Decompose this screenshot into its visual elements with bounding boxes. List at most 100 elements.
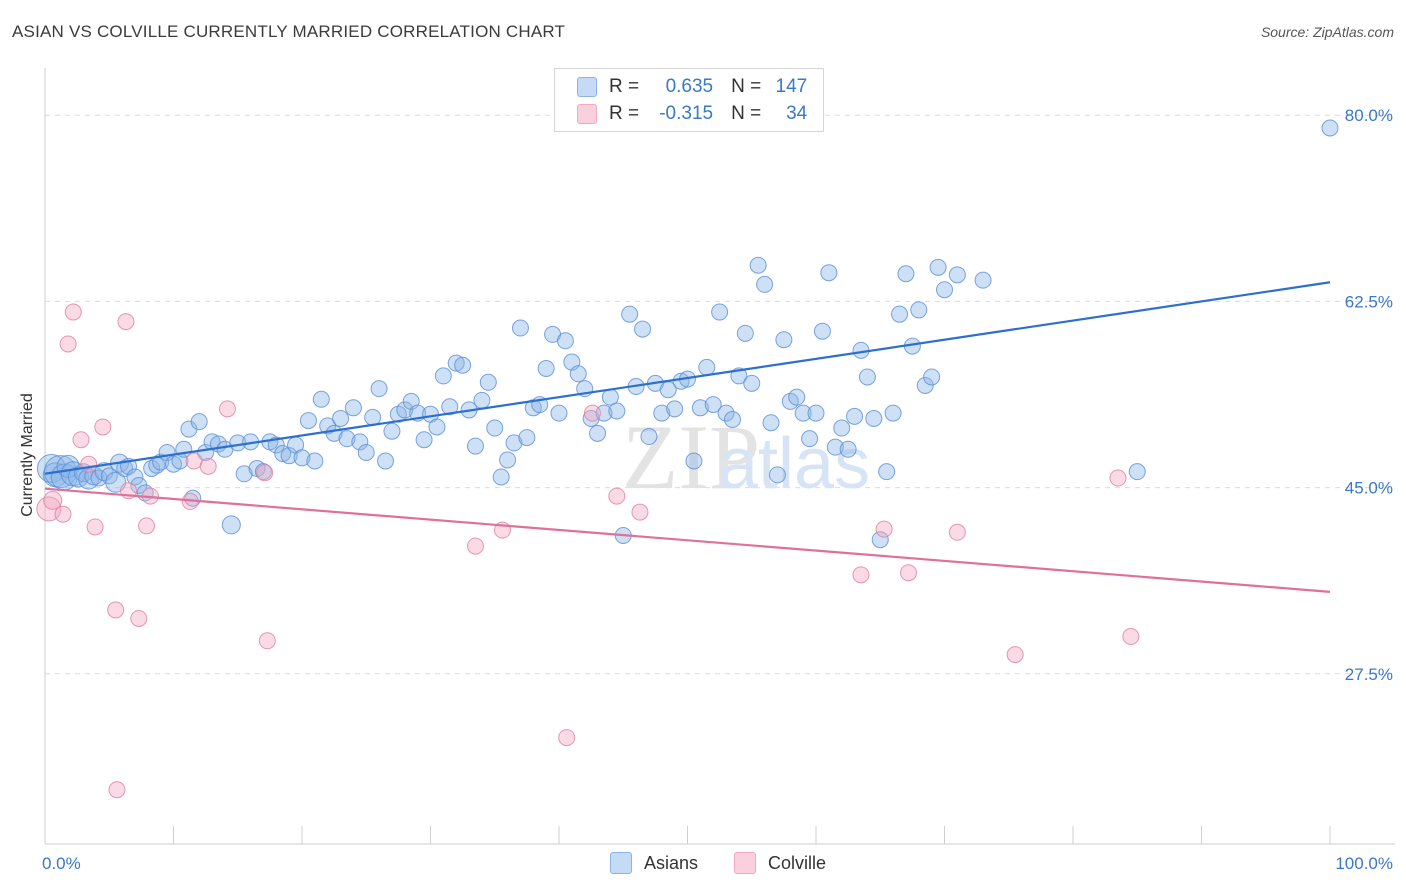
asians-point: [929, 258, 947, 276]
r-label: R =: [609, 76, 640, 97]
tick-labels: 27.5% 45.0% 62.5% 80.0% 0.0% 100.0%: [42, 106, 1393, 873]
asians-point: [306, 452, 324, 470]
asians-point: [897, 265, 915, 283]
asians-point: [910, 301, 928, 319]
asians-point: [383, 422, 401, 440]
asians-point: [775, 331, 793, 349]
legend-item-colville[interactable]: Colville: [734, 852, 826, 874]
asians-point: [704, 396, 722, 414]
asians-point: [492, 468, 510, 486]
colville-point: [107, 601, 125, 619]
legend-item-asians[interactable]: Asians: [610, 852, 698, 874]
colville-point: [608, 487, 626, 505]
asians-point: [454, 356, 472, 374]
asians-point: [428, 418, 446, 436]
asians-point: [768, 466, 786, 484]
asians-point: [351, 433, 369, 451]
asians-point: [858, 368, 876, 386]
asians-point: [569, 365, 587, 383]
asians-point: [762, 414, 780, 432]
asians-point: [441, 398, 459, 416]
x-tick-label-min: 0.0%: [42, 854, 81, 873]
colville-point: [43, 490, 63, 510]
colville-point: [1122, 628, 1140, 646]
asians-point: [634, 320, 652, 338]
colville-point: [130, 609, 148, 627]
asians-point: [267, 436, 285, 454]
asians-point: [884, 404, 902, 422]
asians-point: [794, 404, 812, 422]
asians-point: [846, 407, 864, 425]
colville-swatch: [577, 104, 597, 124]
asians-point: [537, 359, 555, 377]
asians-point: [105, 471, 127, 493]
asians-point: [338, 430, 356, 448]
asians-point: [486, 419, 504, 437]
colville-series: [36, 303, 1140, 799]
asians-point: [447, 354, 465, 372]
asians-trend-line: [44, 281, 1331, 475]
colville-point: [80, 455, 98, 473]
asians-point: [813, 322, 831, 340]
asians-point: [370, 380, 388, 398]
asians-point: [357, 443, 375, 461]
colville-point: [64, 303, 82, 321]
colville-point: [59, 335, 77, 353]
asians-point: [299, 412, 317, 430]
y-tick-label: 45.0%: [1345, 479, 1393, 498]
watermark-atlas: atlas: [718, 424, 870, 504]
r-label: R =: [609, 103, 640, 124]
asians-point: [974, 271, 992, 289]
asians-legend-swatch: [610, 852, 632, 874]
asians-point: [556, 332, 574, 350]
asians-point: [891, 305, 909, 323]
colville-point: [94, 418, 112, 436]
colville-point: [466, 537, 484, 555]
asians-point: [221, 515, 241, 535]
asians-point: [235, 465, 253, 483]
colville-point: [108, 781, 126, 799]
asians-point: [698, 358, 716, 376]
colville-trend-line: [44, 487, 1331, 593]
asians-point: [499, 451, 517, 469]
asians-point: [550, 404, 568, 422]
colville-point: [185, 452, 203, 470]
legend-label-colville: Colville: [768, 852, 827, 873]
gridlines: [45, 114, 1395, 675]
asians-point: [878, 463, 896, 481]
asians-point: [788, 388, 806, 406]
legend-label-asians: Asians: [644, 852, 699, 873]
asians-point: [582, 409, 600, 427]
asians-point: [666, 400, 684, 418]
asians-point: [608, 402, 626, 420]
colville-point: [875, 520, 893, 538]
asians-point: [801, 430, 819, 448]
colville-point: [852, 566, 870, 584]
stats-legend: R = 0.635 N = 147 R = -0.315 N = 34: [554, 68, 824, 132]
y-tick-label: 62.5%: [1345, 292, 1393, 311]
asians-point: [332, 409, 350, 427]
colville-point: [218, 400, 236, 418]
colville-point: [256, 464, 274, 482]
asians-point: [640, 428, 658, 446]
asians-point: [948, 266, 966, 284]
asians-point: [126, 468, 144, 486]
colville-point: [117, 313, 135, 331]
colville-point: [558, 729, 576, 747]
colville-point: [900, 564, 918, 582]
asians-point: [94, 462, 114, 482]
trend-lines: [44, 281, 1331, 593]
asians-point: [466, 437, 484, 455]
asians-point: [653, 404, 671, 422]
asians-point: [190, 413, 208, 431]
n-value: 147: [775, 76, 808, 97]
colville-point: [72, 431, 90, 449]
asians-point: [364, 408, 382, 426]
r-value: 0.635: [665, 76, 714, 97]
asians-point: [723, 411, 741, 429]
x-tick-label-max: 100.0%: [1335, 854, 1393, 873]
colville-point: [948, 523, 966, 541]
legend-row-colville: R = -0.315 N = 34: [577, 102, 807, 126]
asians-point: [511, 319, 529, 337]
